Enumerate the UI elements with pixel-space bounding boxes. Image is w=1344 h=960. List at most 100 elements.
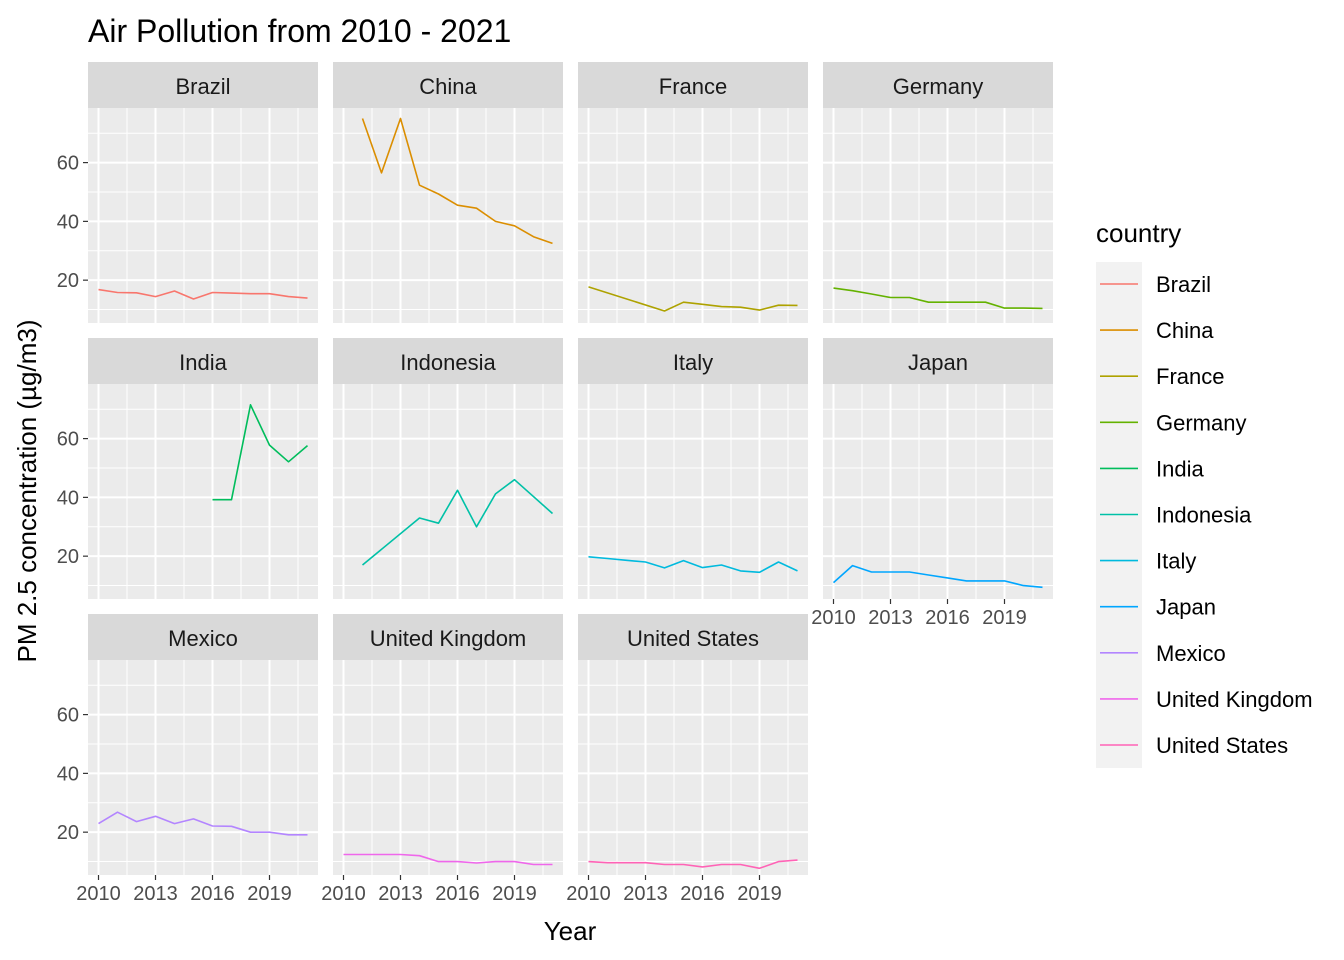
- panel-background: [578, 660, 808, 875]
- x-tick-label: 2016: [435, 883, 480, 905]
- facet-strip-label: Italy: [673, 350, 713, 375]
- facet-strip: [578, 62, 808, 108]
- x-tick-label: 2016: [925, 607, 970, 629]
- panel-background: [88, 660, 318, 875]
- series-line: [343, 853, 553, 866]
- x-tick-label: 2010: [76, 883, 121, 905]
- panel-background: [333, 108, 563, 323]
- series-line: [588, 286, 798, 312]
- legend-item: Japan: [1100, 595, 1216, 620]
- x-tick-label: 2013: [623, 883, 668, 905]
- legend-label: Indonesia: [1156, 503, 1252, 528]
- x-tick-label: 2019: [492, 883, 537, 905]
- legend-item: Brazil: [1100, 272, 1211, 297]
- facet-panel: Brazil 20 40 60: [57, 62, 318, 323]
- legend-item: Mexico: [1100, 641, 1226, 666]
- series-line: [832, 564, 1043, 589]
- legend-label: United Kingdom: [1156, 687, 1313, 712]
- facet-panel: India 20 40 60: [57, 338, 318, 599]
- facet-strip-label: Indonesia: [400, 350, 496, 375]
- y-tick-label: 40: [57, 487, 79, 509]
- facet-strip: [578, 614, 808, 660]
- x-tick-label: 2010: [811, 607, 856, 629]
- legend-label: France: [1156, 364, 1224, 389]
- legend: country Brazil China France Germany India Ind…: [1096, 218, 1313, 768]
- facet-panel: Japan 2010 2013 2016 2019: [811, 338, 1053, 629]
- panel-background: [578, 384, 808, 599]
- x-tick-label: 2019: [737, 883, 782, 905]
- facet-panel: Germany: [823, 62, 1053, 323]
- facet-strip-label: United Kingdom: [370, 626, 527, 651]
- legend-item: United Kingdom: [1100, 687, 1313, 712]
- legend-items: Brazil China France Germany India Indonesia It…: [1100, 272, 1313, 758]
- facet-strip: [578, 338, 808, 384]
- legend-item: China: [1100, 318, 1214, 343]
- facet-strip-label: India: [179, 350, 227, 375]
- y-axis-title: PM 2.5 concentration (µg/m3): [12, 319, 42, 662]
- legend-label: United States: [1156, 733, 1288, 758]
- facet-panel: China: [333, 62, 563, 323]
- panel-background: [88, 384, 318, 599]
- facet-strip: [88, 338, 318, 384]
- legend-item: United States: [1100, 733, 1288, 758]
- series-line: [361, 117, 553, 245]
- x-tick-label: 2013: [378, 883, 423, 905]
- facet-panel: United Kingdom 2010 2013 2016 2019: [321, 614, 563, 905]
- series-line: [588, 859, 798, 870]
- legend-item: India: [1100, 456, 1204, 481]
- x-axis-title: Year: [544, 916, 597, 946]
- facet-strip-label: Brazil: [175, 74, 230, 99]
- facet-strip-label: Germany: [893, 74, 983, 99]
- facet-panel: United States 2010 2013 2016 2019: [566, 614, 808, 905]
- series-line: [212, 403, 309, 501]
- y-tick-label: 20: [57, 270, 79, 292]
- facet-strip-label: United States: [627, 626, 759, 651]
- legend-item: Germany: [1100, 410, 1246, 435]
- panel-background: [88, 108, 318, 323]
- x-tick-label: 2019: [247, 883, 292, 905]
- facet-strip-label: China: [419, 74, 477, 99]
- facet-strip: [333, 614, 563, 660]
- facet-panel: Mexico 20 40 60 2010 2013 2016 2019: [57, 614, 318, 905]
- facet-panel: Italy: [578, 338, 808, 599]
- facet-strip: [333, 62, 563, 108]
- facet-strip: [88, 62, 318, 108]
- facet-panel: Indonesia: [333, 338, 563, 599]
- facet-strip: [823, 338, 1053, 384]
- legend-label: India: [1156, 456, 1204, 481]
- legend-item: France: [1100, 364, 1224, 389]
- legend-label: China: [1156, 318, 1214, 343]
- facet-strip: [88, 614, 318, 660]
- x-tick-label: 2016: [680, 883, 725, 905]
- x-tick-label: 2019: [982, 607, 1027, 629]
- series-line: [98, 288, 308, 300]
- chart-title: Air Pollution from 2010 - 2021: [88, 13, 511, 49]
- panel-background: [823, 384, 1053, 599]
- panel-background: [823, 108, 1053, 323]
- series-line: [361, 478, 554, 566]
- y-tick-label: 20: [57, 822, 79, 844]
- facet-panel: France: [578, 62, 808, 323]
- y-tick-label: 20: [57, 546, 79, 568]
- legend-item: Italy: [1100, 549, 1196, 574]
- legend-item: Indonesia: [1100, 503, 1252, 528]
- panel-background: [333, 660, 563, 875]
- legend-title: country: [1096, 218, 1181, 248]
- x-tick-label: 2013: [133, 883, 178, 905]
- series-line: [588, 556, 798, 574]
- series-line: [833, 287, 1043, 310]
- panel-background: [578, 108, 808, 323]
- x-tick-label: 2010: [566, 883, 611, 905]
- y-tick-label: 60: [57, 705, 79, 727]
- facet-strip-label: France: [659, 74, 727, 99]
- legend-label: Brazil: [1156, 272, 1211, 297]
- facet-panels: Brazil 20 40 60 China France Germany India 20 40 6…: [57, 62, 1053, 905]
- facet-strip: [823, 62, 1053, 108]
- y-tick-label: 40: [57, 211, 79, 233]
- legend-label: Mexico: [1156, 641, 1226, 666]
- facet-strip: [333, 338, 563, 384]
- legend-label: Japan: [1156, 595, 1216, 620]
- facet-strip-label: Japan: [908, 350, 968, 375]
- x-tick-label: 2013: [868, 607, 913, 629]
